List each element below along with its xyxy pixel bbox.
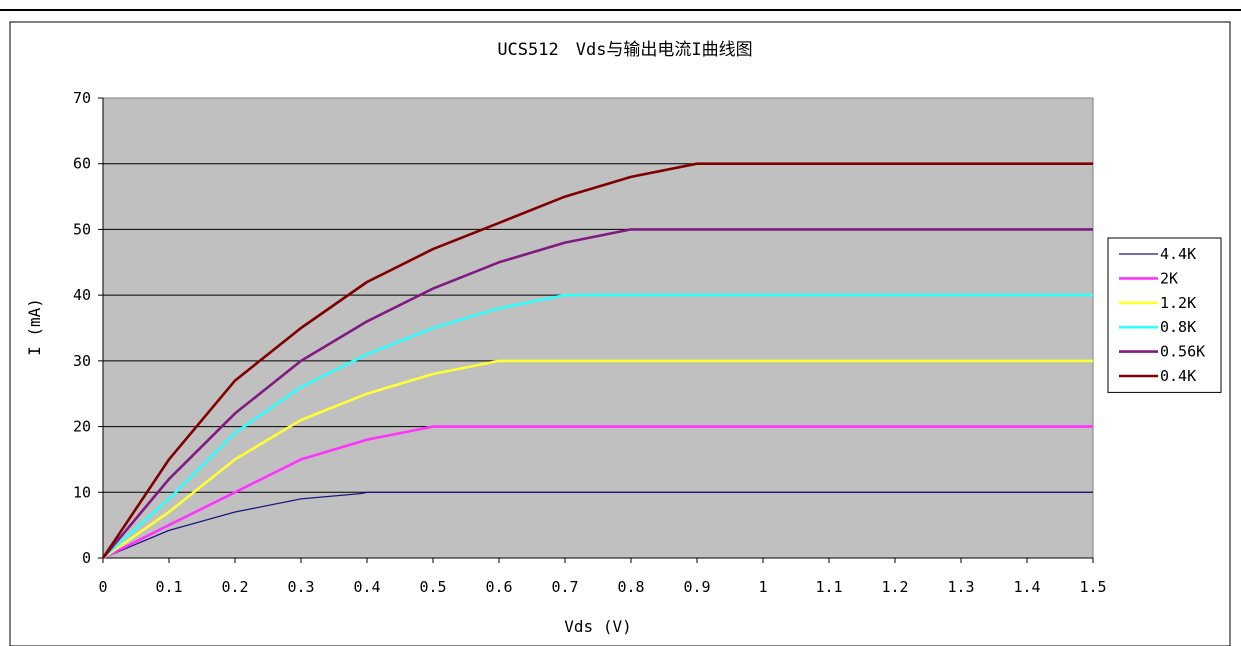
y-tick-label: 40: [73, 286, 91, 304]
x-tick-label: 0: [98, 578, 107, 596]
y-tick-label: 0: [82, 549, 91, 567]
series-lines: [101, 162, 1093, 560]
plot-area: [102, 97, 1094, 559]
y-tick-label: 10: [73, 483, 91, 501]
x-tick-label: 0.9: [683, 578, 710, 596]
legend-label: 0.8K: [1160, 318, 1196, 336]
y-tick-label: 30: [73, 352, 91, 370]
series-line-0-8k: [102, 293, 1093, 559]
x-tick-label: 0.4: [353, 578, 380, 596]
x-tick-label: 0.1: [155, 578, 182, 596]
x-tick-label: 1: [758, 578, 767, 596]
x-tick-label: 0.7: [551, 578, 578, 596]
y-tick-label: 50: [73, 220, 91, 238]
y-tick-labels: 0 10 20 30 40 50 60 70: [73, 89, 91, 567]
x-tick-label: 1.4: [1013, 578, 1040, 596]
legend: 4.4K 2K 1.2K 0.8K 0.56K 0.4K: [1107, 237, 1222, 393]
legend-label: 2K: [1160, 269, 1178, 287]
legend-label: 4.4K: [1160, 245, 1196, 263]
series-line-0-4k: [101, 162, 1093, 559]
y-axis-label: I (mA): [25, 298, 44, 356]
legend-label: 1.2K: [1160, 294, 1196, 312]
x-axis-label: Vds (V): [564, 617, 631, 636]
x-tick-label: 0.5: [419, 578, 446, 596]
series-line-2k: [102, 425, 1093, 560]
x-tick-label: 1.2: [881, 578, 908, 596]
series-line-1-2k: [102, 359, 1093, 560]
x-tick-labels: 0 0.1 0.2 0.3 0.4 0.5 0.6 0.7 0.8 0.9 1 1.1 1.2 1.3 1.…: [98, 578, 1106, 596]
x-tick-label: 1.1: [815, 578, 842, 596]
axes: [98, 97, 1094, 563]
series-line-0-56k: [102, 228, 1093, 559]
chart-title: UCS512 Vds与输出电流I曲线图: [497, 40, 752, 60]
legend-label: 0.56K: [1160, 343, 1205, 361]
x-tick-label: 0.6: [485, 578, 512, 596]
legend-label: 0.4K: [1160, 367, 1196, 385]
series-line-4-4k: [102, 491, 1093, 559]
x-tick-label: 0.2: [221, 578, 248, 596]
x-tick-label: 1.5: [1079, 578, 1106, 596]
y-tick-label: 20: [73, 418, 91, 436]
x-tick-label: 0.8: [617, 578, 644, 596]
y-tick-label: 60: [73, 155, 91, 173]
x-tick-label: 1.3: [947, 578, 974, 596]
x-tick-label: 0.3: [287, 578, 314, 596]
legend-box: [1107, 237, 1222, 393]
y-tick-label: 70: [73, 89, 91, 107]
